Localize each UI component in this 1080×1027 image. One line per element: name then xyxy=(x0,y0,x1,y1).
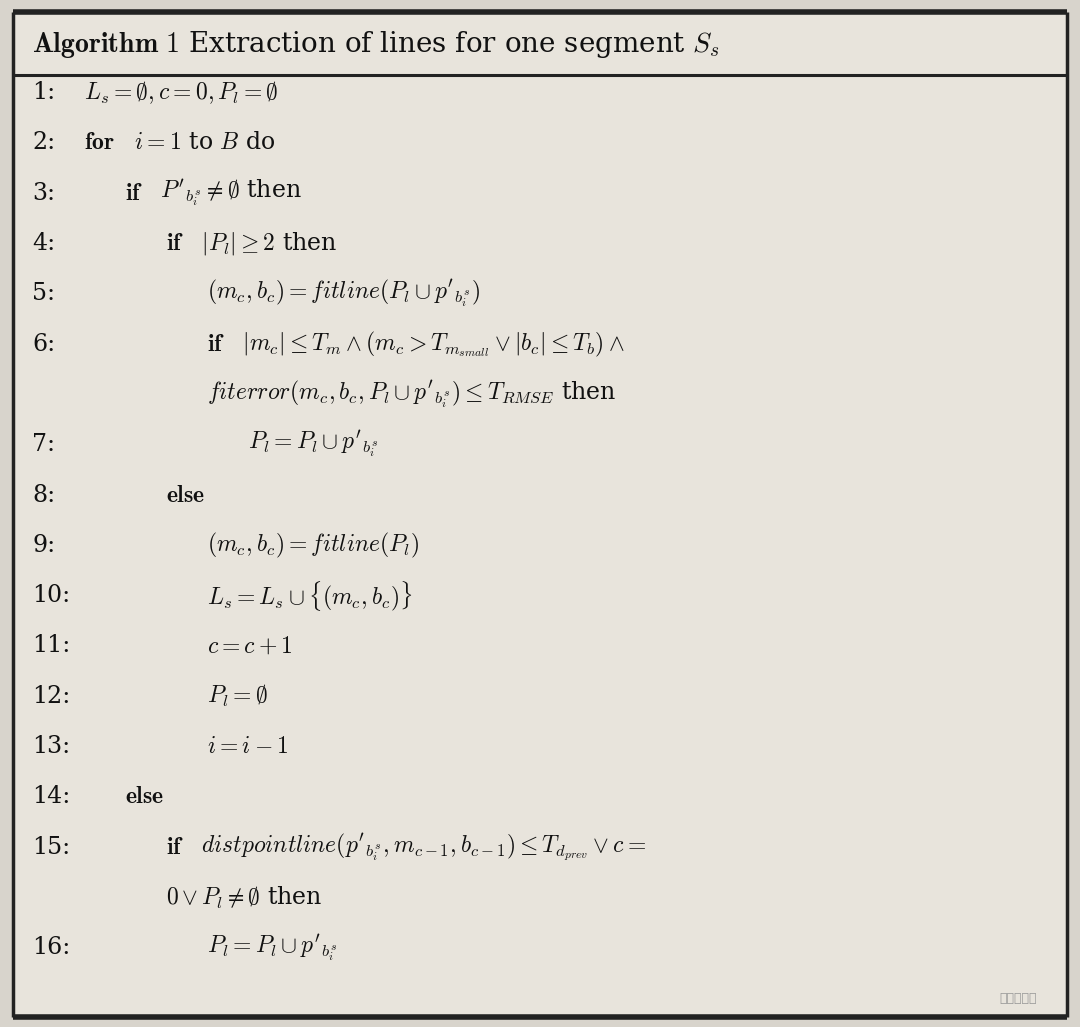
Text: $(m_c, b_c) = fitline(P_l \cup p'_{b^s_i})$: $(m_c, b_c) = fitline(P_l \cup p'_{b^s_i… xyxy=(207,278,481,309)
Text: $fiterror(m_c, b_c, P_l \cup p'_{b^s_i}) \leq T_{RMSE}$ then: $fiterror(m_c, b_c, P_l \cup p'_{b^s_i})… xyxy=(207,379,617,410)
Text: 13:: 13: xyxy=(32,735,70,758)
Text: $(m_c, b_c) = fitline(P_l)$: $(m_c, b_c) = fitline(P_l)$ xyxy=(207,531,419,560)
Text: 11:: 11: xyxy=(32,635,70,657)
Text: 9:: 9: xyxy=(32,534,55,557)
Text: 14:: 14: xyxy=(32,786,70,808)
Text: $c = c + 1$: $c = c + 1$ xyxy=(207,635,293,657)
Text: 12:: 12: xyxy=(32,685,70,708)
Text: $i = 1$ to $B$ do: $i = 1$ to $B$ do xyxy=(127,131,275,154)
Text: $\mathbf{if}$: $\mathbf{if}$ xyxy=(207,333,226,355)
Text: $i = i - 1$: $i = i - 1$ xyxy=(207,735,288,758)
Text: 6:: 6: xyxy=(32,333,55,355)
Text: 4:: 4: xyxy=(32,232,55,255)
Text: $L_s = L_s \cup \{(m_c, b_c)\}$: $L_s = L_s \cup \{(m_c, b_c)\}$ xyxy=(207,578,413,613)
Text: 15:: 15: xyxy=(32,836,70,859)
Text: $\mathbf{if}$: $\mathbf{if}$ xyxy=(125,182,144,204)
Text: $P'_{b^s_i} \neq \emptyset$ then: $P'_{b^s_i} \neq \emptyset$ then xyxy=(153,178,302,208)
Text: 10:: 10: xyxy=(32,584,70,607)
Text: $P_l = P_l \cup p'_{b^s_i}$: $P_l = P_l \cup p'_{b^s_i}$ xyxy=(248,429,379,460)
Text: 16:: 16: xyxy=(32,937,70,959)
Text: 7:: 7: xyxy=(32,433,55,456)
Text: 2:: 2: xyxy=(32,131,55,154)
Text: $\mathbf{else}$: $\mathbf{else}$ xyxy=(125,786,164,808)
Text: $distpointline(p'_{b^s_i}, m_{c-1}, b_{c-1}) \leq T_{d_{prev}} \vee c =$: $distpointline(p'_{b^s_i}, m_{c-1}, b_{c… xyxy=(194,832,647,863)
Text: 1:: 1: xyxy=(32,81,55,104)
Text: 8:: 8: xyxy=(32,484,55,506)
Text: $0 \vee P_l \neq \emptyset$ then: $0 \vee P_l \neq \emptyset$ then xyxy=(166,884,323,911)
Text: $\mathbf{for}$: $\mathbf{for}$ xyxy=(84,131,114,154)
Text: $|P_l| \geq 2$ then: $|P_l| \geq 2$ then xyxy=(194,230,338,257)
Text: $\mathbf{else}$: $\mathbf{else}$ xyxy=(166,484,205,506)
Text: $\mathbf{Algorithm\ 1}$ Extraction of lines for one segment $S_s$: $\mathbf{Algorithm\ 1}$ Extraction of li… xyxy=(32,29,720,60)
Text: 3:: 3: xyxy=(32,182,55,204)
Text: $P_l = \emptyset$: $P_l = \emptyset$ xyxy=(207,683,268,710)
Text: 智驾最前沿: 智驾最前沿 xyxy=(999,992,1037,1004)
Text: $P_l = P_l \cup p'_{b^s_i}$: $P_l = P_l \cup p'_{b^s_i}$ xyxy=(207,933,338,963)
Text: $|m_c| \leq T_m \wedge (m_c > T_{m_{small}} \vee |b_c| \leq T_b) \wedge$: $|m_c| \leq T_m \wedge (m_c > T_{m_{smal… xyxy=(235,330,625,358)
FancyBboxPatch shape xyxy=(13,12,1067,1017)
Text: $\mathbf{if}$: $\mathbf{if}$ xyxy=(166,232,185,255)
Text: $\mathbf{if}$: $\mathbf{if}$ xyxy=(166,836,185,859)
Text: 5:: 5: xyxy=(32,282,55,305)
Text: $L_s = \emptyset, c = 0, P_l = \emptyset$: $L_s = \emptyset, c = 0, P_l = \emptyset… xyxy=(84,79,279,106)
